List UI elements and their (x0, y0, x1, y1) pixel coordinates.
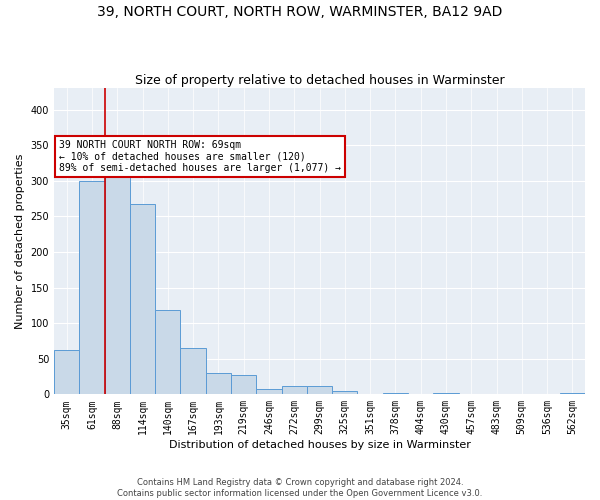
Bar (307, 386, 332, 394)
Bar (130, 204, 155, 394)
Bar (560, 393, 585, 394)
Text: Contains HM Land Registry data © Crown copyright and database right 2024.
Contai: Contains HM Land Registry data © Crown c… (118, 478, 482, 498)
Bar (79, 180, 104, 394)
Bar (231, 375, 256, 394)
Bar (181, 348, 206, 395)
Text: 39 NORTH COURT NORTH ROW: 69sqm
← 10% of detached houses are smaller (120)
89% o: 39 NORTH COURT NORTH ROW: 69sqm ← 10% of… (59, 140, 341, 173)
Bar (281, 386, 307, 394)
Y-axis label: Number of detached properties: Number of detached properties (15, 154, 25, 329)
Bar (104, 160, 130, 394)
Bar (383, 393, 408, 394)
Title: Size of property relative to detached houses in Warminster: Size of property relative to detached ho… (135, 74, 505, 87)
Text: 39, NORTH COURT, NORTH ROW, WARMINSTER, BA12 9AD: 39, NORTH COURT, NORTH ROW, WARMINSTER, … (97, 5, 503, 19)
Bar (433, 393, 458, 394)
Bar (54, 350, 79, 395)
X-axis label: Distribution of detached houses by size in Warminster: Distribution of detached houses by size … (169, 440, 470, 450)
Bar (155, 310, 181, 394)
Bar (256, 388, 281, 394)
Bar (332, 391, 358, 394)
Bar (206, 373, 231, 394)
